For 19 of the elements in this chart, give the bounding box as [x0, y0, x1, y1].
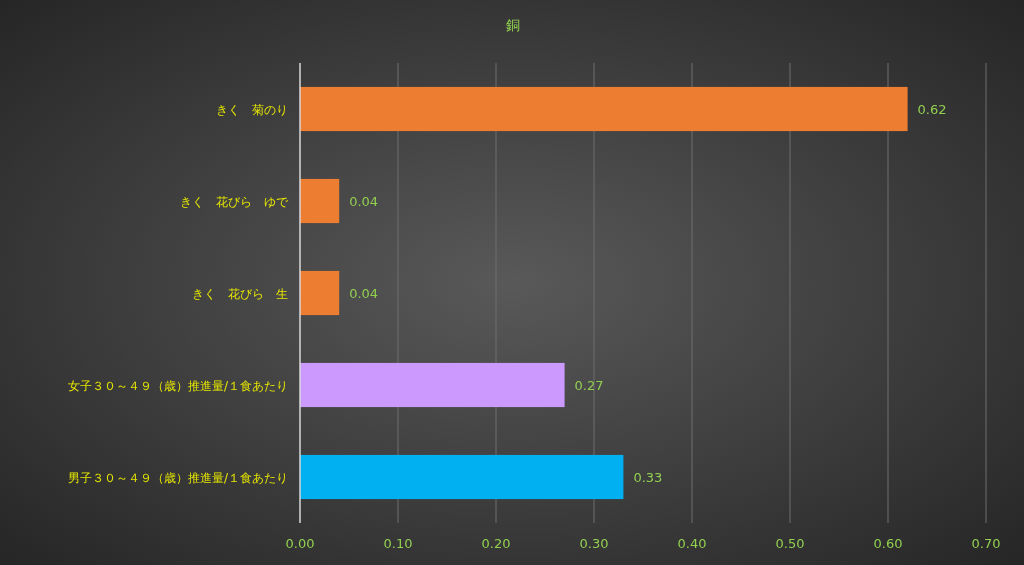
data-label: 0.04	[349, 286, 379, 301]
y-tick-label: きく 花びら 生	[192, 287, 288, 301]
x-tick-label: 0.10	[383, 536, 413, 551]
data-label: 0.62	[917, 102, 947, 117]
y-tick-label: きく 菊のり	[216, 103, 288, 117]
x-tick-label: 0.60	[873, 536, 903, 551]
title: 銅	[506, 17, 520, 33]
x-tick-label: 0.30	[579, 536, 609, 551]
y-tick-label: 女子３０～４９（歳）推進量/１食あたり	[67, 379, 288, 393]
x-tick-label: 0.20	[481, 536, 511, 551]
y-tick-label: 男子３０～４９（歳）推進量/１食あたり	[67, 471, 288, 485]
data-label: 0.33	[633, 470, 663, 485]
x-tick-label: 0.70	[971, 536, 1001, 551]
data-label: 0.04	[349, 194, 379, 209]
x-tick-label: 0.00	[285, 536, 315, 551]
x-tick-label: 0.50	[775, 536, 805, 551]
x-tick-label: 0.40	[677, 536, 707, 551]
y-tick-label: きく 花びら ゆで	[180, 195, 289, 209]
data-label: 0.27	[574, 378, 604, 393]
